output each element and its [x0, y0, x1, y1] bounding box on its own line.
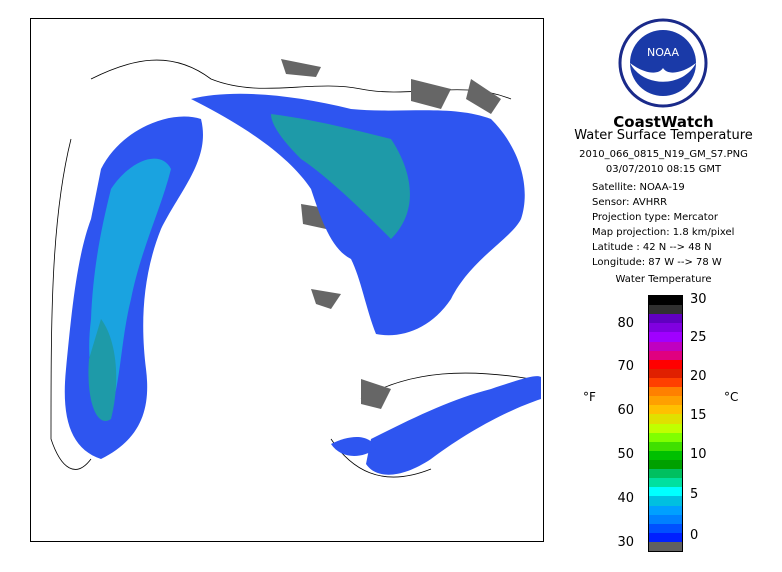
unit-celsius: °C [724, 390, 739, 404]
satellite-map [30, 18, 544, 542]
colorbar-swatch [649, 459, 682, 470]
colorbar-swatch [649, 350, 682, 360]
colorbar-swatch [649, 469, 682, 479]
meta-longitude: Longitude: 87 W --> 78 W [592, 257, 722, 268]
legend-title: Water Temperature [615, 274, 712, 285]
meta-satellite: Satellite: NOAA-19 [592, 182, 685, 193]
colorbar-swatch [649, 541, 682, 552]
meta-map-projection: Map projection: 1.8 km/pixel [592, 227, 735, 238]
c-tick: 15 [690, 408, 707, 423]
logo-text: NOAA [647, 46, 680, 59]
colorbar-swatch [649, 387, 682, 397]
colorbar-swatch [649, 523, 682, 533]
meta-latitude: Latitude : 42 N --> 48 N [592, 242, 712, 253]
product-title: Water Surface Temperature [574, 128, 753, 143]
colorbar-swatch [649, 423, 682, 433]
f-tick: 70 [617, 359, 634, 374]
colorbar-swatch [649, 359, 682, 369]
f-tick: 50 [617, 447, 634, 462]
colorbar-swatch [649, 296, 682, 306]
meta-projection-type: Projection type: Mercator [592, 212, 718, 223]
datetime: 03/07/2010 08:15 GMT [605, 164, 722, 175]
c-tick: 0 [690, 528, 699, 543]
colorbar-swatch [649, 405, 682, 415]
f-tick: 80 [617, 316, 634, 331]
noaa-logo-icon: NOAA [618, 18, 708, 108]
colorbar-swatch [649, 432, 682, 442]
colorbar-swatch [649, 514, 682, 524]
colorbar-swatch [649, 496, 682, 506]
colorbar-swatch [649, 305, 682, 315]
colorbar-swatch [649, 532, 682, 542]
great-lakes-map-graphic [50, 59, 541, 478]
c-tick: 5 [690, 487, 699, 502]
colorbar-swatch [649, 487, 682, 497]
colorbar-swatch [649, 441, 682, 451]
colorbar-swatch [649, 396, 682, 406]
colorbar-swatch [649, 377, 682, 388]
colorbar-swatch [649, 323, 682, 333]
c-tick: 10 [690, 447, 707, 462]
unit-fahrenheit: °F [583, 390, 596, 404]
c-tick: 20 [690, 369, 707, 384]
colorbar-swatch [649, 505, 682, 515]
f-tick: 40 [617, 491, 634, 506]
c-tick: 25 [690, 330, 707, 345]
meta-sensor: Sensor: AVHRR [592, 197, 668, 208]
f-tick: 60 [617, 403, 634, 418]
colorbar-swatch [649, 314, 682, 324]
brand-title: CoastWatch [613, 113, 714, 131]
colorbar-swatch [649, 478, 682, 488]
colorbar-swatch [649, 341, 682, 351]
colorbar-swatch [649, 332, 682, 342]
colorbar-swatch [649, 450, 682, 460]
colorbar-swatch [649, 368, 682, 378]
c-tick: 30 [690, 292, 707, 307]
file-name: 2010_066_0815_N19_GM_S7.PNG [579, 149, 748, 160]
f-tick: 30 [617, 535, 634, 550]
temperature-colorbar [648, 295, 683, 552]
colorbar-swatch [649, 414, 682, 424]
